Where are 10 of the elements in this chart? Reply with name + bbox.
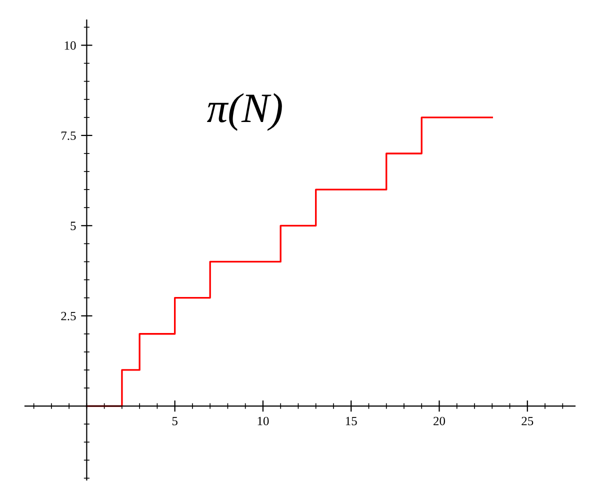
text: π(N)	[207, 93, 282, 131]
x-tick-label: 5	[172, 416, 178, 426]
y-tick-label: 10	[64, 41, 76, 50]
y-tick-label: 7.5	[61, 132, 76, 140]
x-tick-label: 15	[346, 416, 357, 426]
y-tick-label: 5	[70, 222, 76, 230]
x-tick-label: 25	[522, 416, 534, 426]
x-tick-label: 10	[258, 416, 269, 426]
x-tick-label: 20	[434, 416, 446, 426]
y-tick-label: 2.5	[61, 312, 76, 320]
